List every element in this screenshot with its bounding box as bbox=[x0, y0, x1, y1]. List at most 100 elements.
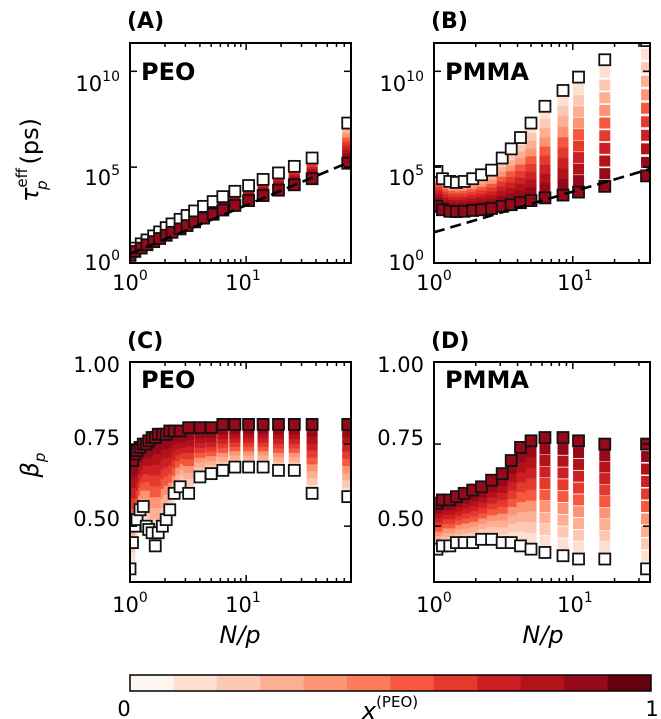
marker-xpeo-0 bbox=[182, 486, 196, 500]
marker-mid bbox=[573, 470, 585, 482]
marker-mid bbox=[641, 513, 650, 525]
marker-xpeo-0 bbox=[173, 480, 187, 494]
marker-xpeo-1 bbox=[256, 417, 270, 431]
marker-xpeo-0 bbox=[130, 536, 139, 549]
marker-mid bbox=[641, 500, 650, 512]
panel-c-plot bbox=[129, 361, 352, 583]
marker-xpeo-1 bbox=[204, 421, 218, 435]
marker-mid bbox=[539, 146, 551, 158]
marker-mid bbox=[515, 171, 527, 183]
marker-mid bbox=[505, 154, 517, 166]
marker-mid bbox=[505, 520, 517, 532]
plot-area bbox=[130, 116, 351, 262]
marker-mid bbox=[496, 516, 508, 528]
panel-a-plot bbox=[129, 42, 352, 264]
marker-xpeo-0 bbox=[556, 549, 570, 563]
marker-mid bbox=[496, 523, 508, 535]
marker-xpeo-1 bbox=[598, 437, 612, 451]
marker-mid bbox=[183, 441, 195, 453]
marker-mid bbox=[306, 467, 318, 479]
panel-c-ytick-050: 0.50 bbox=[73, 507, 120, 531]
marker-mid bbox=[515, 138, 527, 150]
panel-c-letter: (C) bbox=[127, 329, 163, 354]
marker-mid bbox=[573, 106, 585, 118]
marker-xpeo-0 bbox=[242, 460, 255, 474]
marker-mid bbox=[539, 477, 551, 489]
marker-mid bbox=[174, 464, 186, 476]
marker-mid bbox=[599, 79, 611, 91]
marker-mid bbox=[505, 171, 517, 183]
marker-mid bbox=[557, 538, 569, 550]
marker-xpeo-1 bbox=[242, 417, 255, 431]
marker-mid bbox=[525, 446, 537, 458]
marker-mid bbox=[539, 128, 551, 140]
marker-mid bbox=[573, 506, 585, 518]
marker-xpeo-1 bbox=[182, 421, 196, 435]
marker-mid bbox=[525, 133, 537, 145]
marker-xpeo-1 bbox=[475, 480, 488, 494]
marker-mid bbox=[557, 137, 569, 149]
panel-d-ytick-075: 0.75 bbox=[377, 426, 424, 450]
panel-d-material: PMMA bbox=[445, 366, 529, 394]
panel-d-ytick-100: 1.00 bbox=[377, 353, 424, 377]
colorbar-cell bbox=[433, 675, 478, 691]
ticks bbox=[129, 361, 352, 582]
marker-mid bbox=[505, 504, 517, 516]
marker-mid bbox=[306, 453, 318, 465]
reference-line bbox=[434, 167, 650, 234]
marker-mid bbox=[515, 520, 527, 532]
colorbar-label: x(PEO) bbox=[361, 693, 418, 719]
panel-c-material: PEO bbox=[141, 366, 195, 394]
marker-mid bbox=[599, 66, 611, 78]
marker-mid bbox=[486, 486, 498, 498]
marker-xpeo-0 bbox=[193, 470, 207, 484]
marker-xpeo-0 bbox=[341, 490, 351, 504]
panel-a-ylabel: τeff p(ps) bbox=[13, 118, 51, 202]
marker-mid bbox=[525, 125, 537, 137]
marker-mid bbox=[599, 130, 611, 142]
marker-xpeo-0 bbox=[272, 463, 285, 477]
marker-mid bbox=[306, 439, 318, 451]
marker-mid bbox=[557, 179, 569, 191]
panel-b-xtick-1: 101 bbox=[557, 268, 593, 295]
marker-mid bbox=[505, 463, 517, 475]
marker-mid bbox=[505, 528, 517, 540]
marker-mid bbox=[641, 89, 650, 101]
panel-a: (A) PEO 1010 105 100 100 101 τeff p(ps) bbox=[13, 9, 261, 295]
marker-xpeo-1 bbox=[287, 417, 301, 431]
marker-xpeo-0 bbox=[216, 190, 230, 204]
marker-xpeo-1 bbox=[216, 417, 230, 431]
marker-mid bbox=[599, 530, 611, 542]
marker-mid bbox=[557, 105, 569, 117]
marker-mid bbox=[496, 488, 508, 500]
marker-mid bbox=[573, 175, 585, 187]
marker-xpeo-1 bbox=[228, 417, 242, 431]
marker-mid bbox=[515, 461, 527, 473]
marker-xpeo-0 bbox=[598, 53, 612, 67]
marker-mid bbox=[183, 481, 195, 493]
marker-mid bbox=[599, 168, 611, 180]
marker-mid bbox=[573, 482, 585, 494]
marker-xpeo-0 bbox=[495, 151, 509, 165]
marker-mid bbox=[573, 94, 585, 106]
marker-mid bbox=[641, 463, 650, 475]
marker-mid bbox=[496, 495, 508, 507]
marker-mid bbox=[539, 512, 551, 524]
colorbar-cell bbox=[303, 675, 348, 691]
marker-xpeo-1 bbox=[538, 431, 552, 444]
panel-a-material: PEO bbox=[141, 58, 195, 86]
ticks bbox=[433, 361, 650, 582]
panel-a-letter: (A) bbox=[127, 9, 164, 34]
marker-xpeo-1 bbox=[242, 194, 255, 208]
marker-mid bbox=[539, 164, 551, 176]
marker-mid bbox=[641, 488, 650, 500]
marker-xpeo-0 bbox=[640, 43, 650, 48]
marker-mid bbox=[342, 433, 351, 445]
marker-mid bbox=[539, 489, 551, 501]
marker-xpeo-1 bbox=[598, 179, 612, 193]
marker-mid bbox=[130, 487, 136, 499]
marker-mid bbox=[525, 140, 537, 152]
panel-b: (B) PMMA 1010 105 100 100 101 bbox=[379, 9, 592, 295]
panel-c-ytick-075: 0.75 bbox=[73, 426, 120, 450]
marker-mid bbox=[496, 530, 508, 542]
